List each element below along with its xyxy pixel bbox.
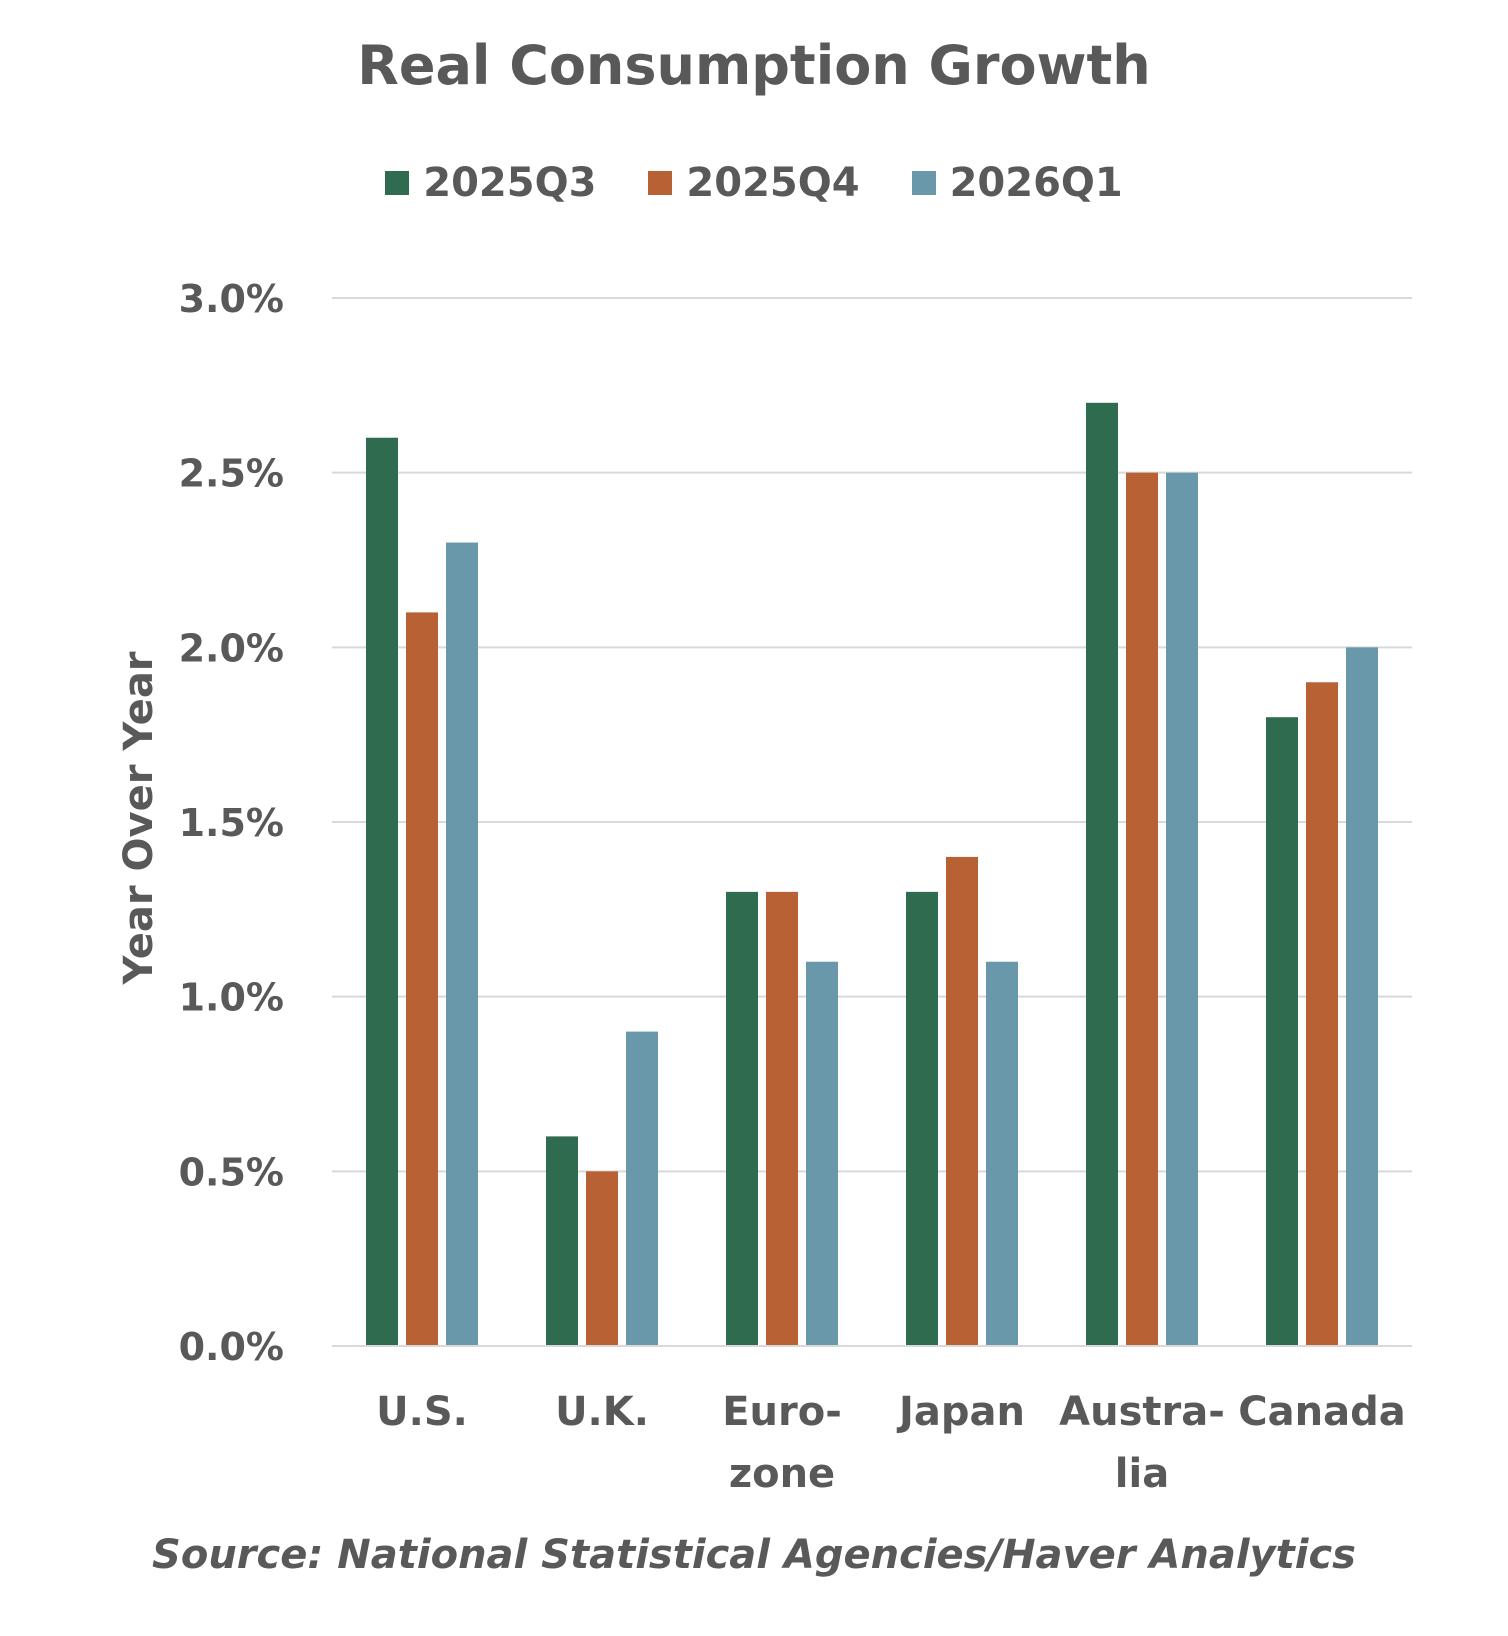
x-tick-label: Canada bbox=[1238, 1389, 1405, 1435]
bar-2026Q1 bbox=[1346, 647, 1378, 1346]
y-axis-label: Year Over Year bbox=[116, 651, 162, 985]
bar-2025Q3 bbox=[1086, 402, 1118, 1346]
x-tick-label: zone bbox=[729, 1451, 835, 1497]
legend-label: 2026Q1 bbox=[949, 160, 1123, 206]
y-tick-labels: 0.0% 0.5% 1.0% 1.5% 2.0% 2.5% 3.0% bbox=[179, 277, 284, 1369]
source-note: Source: National Statistical Agencies/Ha… bbox=[152, 1532, 1356, 1578]
x-tick-label: U.S. bbox=[376, 1389, 468, 1435]
bar-2026Q1 bbox=[446, 542, 478, 1346]
bar-2026Q1 bbox=[626, 1031, 658, 1346]
bar-2025Q4 bbox=[766, 891, 798, 1346]
y-tick-label: 3.0% bbox=[179, 277, 284, 321]
bar-2025Q4 bbox=[406, 612, 438, 1346]
bar-2025Q4 bbox=[1126, 472, 1158, 1347]
bar-2026Q1 bbox=[806, 961, 838, 1346]
legend-item: 2025Q4 bbox=[648, 160, 860, 206]
gridlines bbox=[332, 297, 1412, 1347]
bar-2025Q3 bbox=[1266, 717, 1298, 1346]
legend-label: 2025Q4 bbox=[686, 160, 860, 206]
y-tick-label: 1.5% bbox=[179, 801, 284, 845]
bars bbox=[332, 402, 1412, 1347]
bar-2025Q3 bbox=[726, 891, 758, 1346]
y-tick-label: 1.0% bbox=[179, 976, 284, 1020]
chart-title: Real Consumption Growth bbox=[357, 34, 1151, 97]
y-tick-label: 2.0% bbox=[179, 626, 284, 670]
bar-2025Q3 bbox=[906, 891, 938, 1346]
bar-2025Q3 bbox=[546, 1136, 578, 1346]
bar-2025Q4 bbox=[1306, 682, 1338, 1346]
x-tick-label: lia bbox=[1115, 1451, 1169, 1497]
bar-2025Q4 bbox=[586, 1171, 618, 1346]
x-tick-label: Austra- bbox=[1059, 1389, 1225, 1435]
legend-swatch bbox=[648, 171, 673, 195]
x-tick-labels: U.S. U.K. Euro-zone Japan Austra-lia Canada bbox=[376, 1389, 1406, 1497]
bar-2026Q1 bbox=[1166, 472, 1198, 1347]
legend-item: 2025Q3 bbox=[385, 160, 596, 206]
x-tick-label: Japan bbox=[896, 1389, 1025, 1435]
x-tick-label: Euro- bbox=[722, 1389, 842, 1435]
bar-2025Q4 bbox=[946, 856, 978, 1346]
x-tick-label: U.K. bbox=[555, 1389, 649, 1435]
legend-swatch bbox=[385, 171, 410, 195]
legend: 2025Q3 2025Q4 2026Q1 bbox=[0, 160, 1508, 206]
bar-2026Q1 bbox=[986, 961, 1018, 1346]
legend-swatch bbox=[911, 171, 936, 195]
y-tick-label: 2.5% bbox=[179, 452, 284, 496]
y-tick-label: 0.5% bbox=[179, 1150, 284, 1194]
y-tick-label: 0.0% bbox=[179, 1325, 284, 1369]
legend-label: 2025Q3 bbox=[423, 160, 597, 206]
bar-2025Q3 bbox=[366, 437, 398, 1346]
legend-item: 2026Q1 bbox=[911, 160, 1123, 206]
